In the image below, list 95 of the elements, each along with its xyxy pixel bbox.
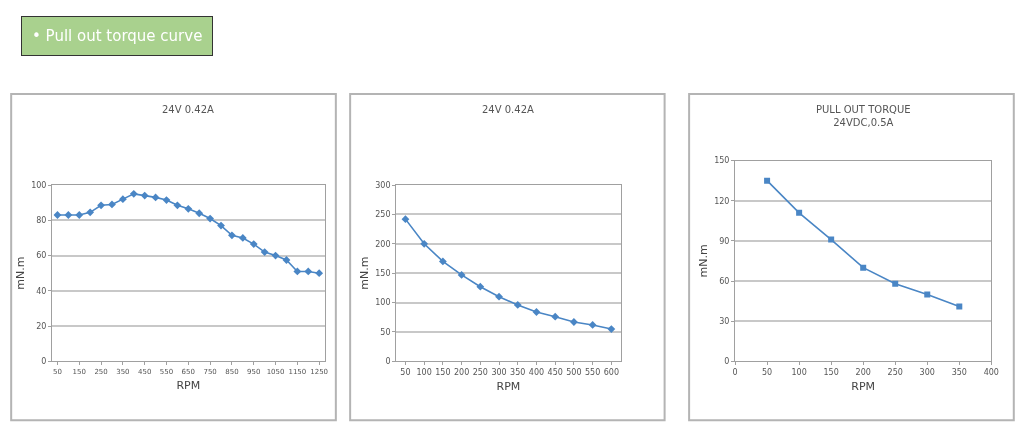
x-tick-label: 0 [732, 367, 738, 377]
point [228, 231, 236, 240]
y-tick-label: 100 [375, 298, 391, 308]
y-tick-label: 40 [36, 286, 47, 296]
point [476, 282, 485, 291]
point [796, 209, 803, 216]
x-tick-label: 250 [887, 367, 903, 377]
y-tick-label: 60 [719, 276, 730, 286]
x-tick-label: 200 [453, 367, 470, 377]
x-tick-label: 100 [791, 367, 807, 377]
y-tick-label: 50 [380, 327, 391, 337]
point [195, 209, 204, 218]
point [892, 280, 899, 287]
point [162, 196, 171, 204]
point [282, 256, 291, 264]
point [217, 221, 225, 230]
point [260, 248, 269, 256]
point [53, 211, 62, 219]
point [551, 312, 560, 321]
x-tick-label: 400 [528, 367, 545, 377]
y-tick-label: 200 [375, 239, 391, 249]
y-tick-label: 60 [36, 251, 47, 261]
point [97, 201, 105, 210]
x-tick-label: 300 [919, 367, 935, 377]
y-tick-label: 20 [36, 321, 47, 331]
x-axis-title: RPM [496, 380, 521, 394]
point [315, 269, 324, 278]
text: • Pull out torque curve [32, 27, 203, 45]
x-tick-label: 150 [823, 367, 839, 377]
x-tick-label: 50 [400, 367, 411, 377]
x-axis-title: RPM [851, 380, 876, 394]
point [64, 211, 73, 219]
y-tick-label: 0 [41, 357, 47, 367]
x-tick-label: 550 [584, 367, 601, 377]
point [184, 204, 193, 213]
y-tick-label: 30 [719, 317, 730, 326]
point [271, 251, 280, 260]
point [607, 325, 616, 333]
x-tick-label: 400 [983, 367, 999, 377]
point [108, 200, 116, 209]
point [495, 292, 503, 301]
point [956, 303, 963, 310]
x-tick-label: 350 [510, 367, 526, 377]
point [293, 267, 302, 276]
point [86, 208, 95, 217]
y-axis-title: mN.m [696, 244, 710, 278]
y-tick-label: 0 [385, 357, 391, 367]
point [118, 195, 127, 204]
point [129, 189, 138, 198]
x-tick-label: 200 [855, 367, 871, 377]
point [420, 239, 429, 248]
x-tick-label: 50 [761, 367, 773, 377]
y-tick-label: 120 [714, 196, 730, 206]
x-axis-title: RPM [176, 378, 201, 392]
chart-title: 24V 0.42A [162, 104, 215, 115]
x-tick-label: 100 [416, 367, 432, 377]
point [249, 240, 258, 249]
point [570, 318, 578, 326]
y-tick-label: 0 [724, 357, 730, 367]
point [151, 193, 160, 202]
x-tick-label: 250 [472, 367, 488, 377]
point [438, 257, 447, 266]
point [924, 291, 931, 298]
chart-subtitle: 24VDC,0.5A [833, 117, 894, 128]
point [860, 264, 867, 271]
point [457, 271, 466, 279]
chart-title: PULL OUT TORQUE [816, 104, 911, 115]
y-tick-label: 250 [375, 210, 391, 220]
point [206, 214, 215, 223]
point [238, 234, 247, 242]
y-tick-label: 90 [719, 236, 730, 246]
y-tick-label: 300 [375, 180, 391, 190]
x-tick-label: 450 [547, 367, 563, 377]
point [304, 267, 313, 276]
point [764, 177, 771, 184]
point [513, 301, 522, 309]
y-axis-title: mN.m [357, 256, 371, 290]
point [532, 308, 541, 316]
y-tick-label: 80 [36, 216, 47, 226]
y-tick-label: 150 [375, 269, 391, 278]
point [75, 211, 84, 219]
x-tick-label: 150 [435, 367, 451, 377]
y-axis-title: mN.m [13, 256, 27, 290]
point [173, 201, 182, 210]
x-tick-label: 500 [566, 367, 582, 377]
chart-title: 24V 0.42A [482, 104, 535, 115]
y-tick-label: 150 [714, 156, 730, 166]
point [140, 191, 149, 200]
point [588, 321, 597, 329]
point [828, 236, 835, 243]
x-tick-label: 600 [603, 367, 619, 377]
x-tick-label: 350 [951, 367, 967, 377]
point [401, 215, 410, 224]
x-tick-label: 300 [491, 367, 507, 377]
y-tick-label: 100 [31, 180, 47, 190]
